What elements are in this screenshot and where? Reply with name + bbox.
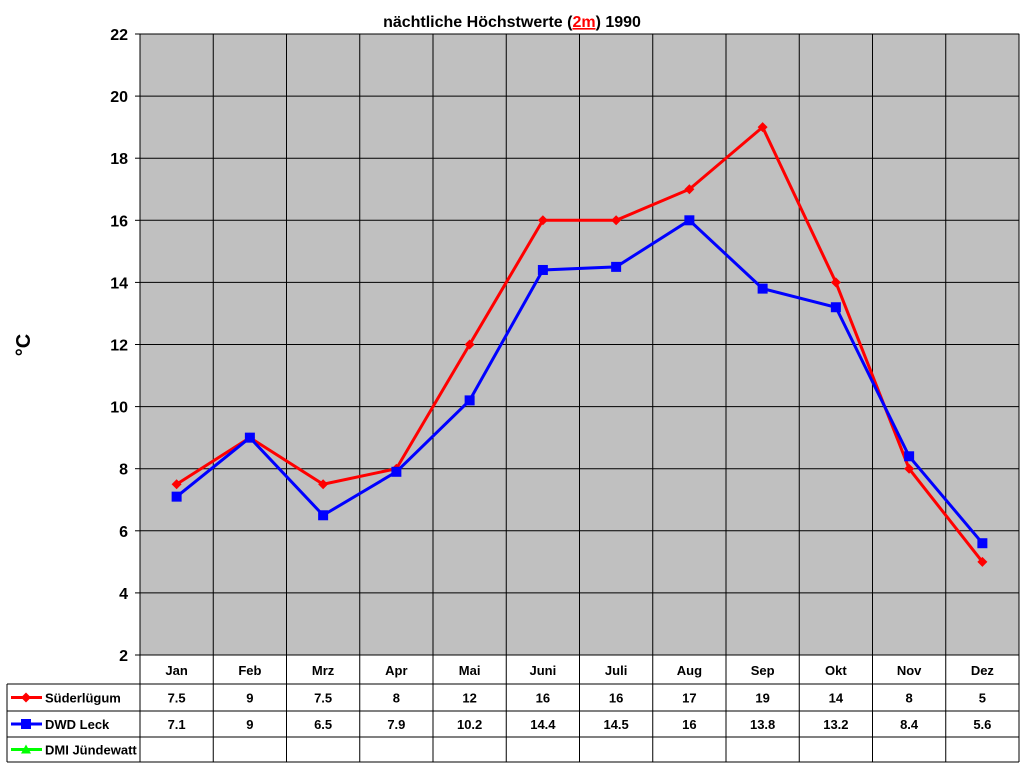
table-cell-value: 13.8 [750,717,775,732]
title-text-after: ) 1990 [596,14,641,31]
table-cell-value: 16 [609,691,623,706]
table-cell-value: 9 [246,691,253,706]
marker-diamond [684,184,695,195]
y-tick-label: 12 [110,338,128,355]
table-cell-value: 5.6 [973,717,991,732]
table-cell-value: 12 [462,691,476,706]
x-category-label: Mrz [312,663,335,678]
marker-diamond [171,479,182,490]
table-cell-value: 16 [536,691,550,706]
marker-square [537,264,548,275]
y-tick-label: 18 [110,151,128,168]
y-tick-label: 16 [110,213,128,230]
table-cell-value: 13.2 [823,717,848,732]
table-cell-value: 5 [979,691,986,706]
marker-diamond [537,215,548,226]
series-line [175,124,984,563]
table-cell-value: 17 [682,691,696,706]
table-cell-value: 7.1 [168,717,186,732]
title-highlight: 2m [572,14,595,31]
marker-square [977,538,988,549]
x-category-label: Okt [825,663,847,678]
marker-square [684,215,695,226]
y-axis-label: °C [13,334,35,356]
table-cell-value: 10.2 [457,717,482,732]
marker-diamond [904,463,915,474]
y-tick-label: 4 [119,586,128,603]
table-cell-value: 8.4 [900,717,919,732]
table-cell-value: 7.5 [314,691,332,706]
marker-square [757,283,768,294]
chart-title: nächtliche Höchstwerte (2m) 1990 [383,14,641,31]
table-cell-value: 14.4 [530,717,556,732]
marker-diamond [977,556,988,567]
legend-label: DWD Leck [45,717,110,732]
marker-square [21,719,31,729]
marker-square [391,466,402,477]
table-cell-value: 6.5 [314,717,332,732]
table-cell-value: 7.9 [387,717,405,732]
legend-label: Süderlügum [45,691,121,706]
y-tick-label: 14 [110,275,128,292]
title-text-before: nächtliche Höchstwerte ( [383,14,573,31]
marker-diamond [318,479,329,490]
x-category-label: Aug [677,663,702,678]
series-line [175,218,984,545]
x-category-label: Juni [530,663,557,678]
data-table: Jan Feb Mrz Apr Mai Juni Juli Aug Sep Okt Nov Dez Sü… [6,654,1019,763]
table-cell-value: 14 [829,691,844,706]
marker-diamond [464,339,475,350]
table-cell-value: 9 [246,717,253,732]
table-cell-value: 8 [393,691,400,706]
marker-diamond [757,122,768,133]
table-cell-value: 8 [906,691,913,706]
table-cell-value: 16 [682,717,696,732]
marker-square [318,510,329,521]
legend-label: DMI Jündewatt [45,743,137,758]
y-axis: 2 4 6 8 10 12 14 16 18 20 22 [110,27,140,665]
marker-square [611,261,622,272]
marker-square [904,451,915,462]
y-tick-label: 20 [110,89,128,106]
x-category-label: Sep [751,663,775,678]
y-tick-label: 2 [119,648,128,665]
marker-square [464,395,475,406]
marker-diamond [611,215,622,226]
marker-square [830,302,841,313]
x-category-label: Feb [238,663,261,678]
y-tick-label: 8 [119,462,128,479]
table-cell-value: 14.5 [603,717,628,732]
marker-square [244,432,255,443]
x-category-label: Juli [605,663,627,678]
table-cell-value: 7.5 [168,691,186,706]
x-category-label: Mai [459,663,481,678]
marker-diamond [21,692,31,703]
x-category-label: Jan [165,663,187,678]
marker-diamond [830,277,841,288]
marker-square [171,491,182,502]
y-tick-label: 22 [110,27,128,44]
y-tick-label: 6 [119,524,128,541]
x-category-label: Dez [971,663,995,678]
table-cell-value: 19 [755,691,769,706]
marker-triangle [21,744,31,754]
series-lines [171,122,988,567]
x-category-label: Nov [897,663,922,678]
y-tick-label: 10 [110,400,128,417]
x-category-label: Apr [385,663,407,678]
